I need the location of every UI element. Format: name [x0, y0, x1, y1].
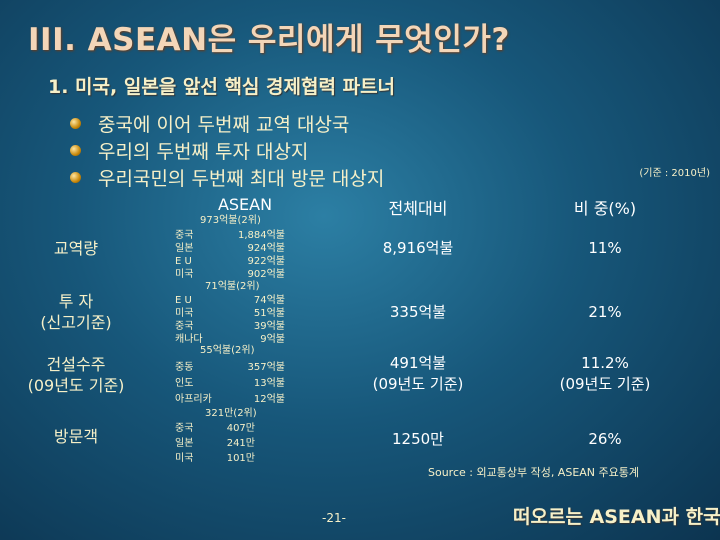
detail-value: 902억불 [247, 269, 286, 280]
share-line: 11.2% [581, 354, 629, 372]
basis-note: (기준 : 2010년) [639, 168, 710, 179]
share-construction: 11.2% (09년도 기준) [540, 353, 670, 395]
bullet-text: 우리의 두번째 투자 대상지 [98, 141, 309, 163]
bullet-dot-icon [70, 172, 81, 183]
row-label-line: (09년도 기준) [27, 376, 125, 395]
detail-row: 인도 13억불 [175, 377, 285, 393]
detail-row: 미국 51억불 [175, 307, 285, 320]
detail-row: 중국 407만 [175, 422, 255, 437]
detail-value: 13억불 [253, 378, 285, 389]
detail-country: 미국 [175, 308, 194, 319]
detail-row: E U 74억불 [175, 294, 285, 307]
detail-row: E U 922억불 [175, 255, 285, 268]
row-label-visitors: 방문객 [12, 426, 140, 447]
detail-country: 미국 [175, 269, 194, 280]
section-subtitle: 1. 미국, 일본을 앞선 핵심 경제협력 파트너 [48, 76, 396, 98]
total-visitors: 1250만 [392, 430, 444, 448]
header-total: 전체대비 [388, 199, 448, 218]
row-label-line: 방문객 [53, 427, 99, 446]
detail-value: 241만 [226, 438, 255, 449]
details-construction: 중동 357억불 인도 13억불 아프리카 12억불 [175, 361, 285, 409]
detail-value: 922억불 [247, 256, 286, 267]
bullet-item: 중국에 이어 두번째 교역 대상국 [70, 110, 384, 137]
header-asean: ASEAN [217, 195, 273, 214]
detail-row: 일본 241만 [175, 437, 255, 452]
detail-country: E U [175, 295, 192, 306]
bullet-text: 우리국민의 두번째 최대 방문 대상지 [98, 168, 385, 190]
asean-value-construction: 55억불(2위) [200, 345, 255, 356]
bullet-text: 중국에 이어 두번째 교역 대상국 [98, 114, 350, 136]
share-trade: 11% [588, 239, 622, 257]
detail-row: 일본 924억불 [175, 242, 285, 255]
row-label-investment: 투 자 (신고기준) [12, 291, 140, 333]
detail-country: E U [175, 256, 192, 267]
detail-country: 중국 [175, 321, 194, 332]
detail-country: 미국 [175, 453, 194, 464]
details-investment: E U 74억불 미국 51억불 중국 39억불 캐나다 9억불 [175, 294, 285, 346]
detail-row: 중동 357억불 [175, 361, 285, 377]
bullet-item: 우리의 두번째 투자 대상지 [70, 137, 384, 164]
details-trade: 중국 1,884억불 일본 924억불 E U 922억불 미국 902억불 [175, 229, 285, 281]
detail-row: 아프리카 12억불 [175, 393, 285, 409]
total-trade: 8,916억불 [382, 239, 454, 257]
detail-country: 인도 [175, 378, 194, 389]
share-investment: 21% [588, 303, 622, 321]
row-label-line: (신고기준) [40, 313, 112, 332]
row-label-line: 건설수주 [46, 355, 106, 374]
detail-row: 미국 101만 [175, 452, 255, 467]
total-line: (09년도 기준) [372, 375, 464, 393]
detail-value: 407만 [226, 423, 255, 434]
row-label-line: 교역량 [53, 239, 99, 258]
share-line: (09년도 기준) [559, 375, 651, 393]
bullet-list: 중국에 이어 두번째 교역 대상국 우리의 두번째 투자 대상지 우리국민의 두… [70, 110, 384, 191]
detail-value: 9억불 [260, 334, 285, 345]
detail-value: 357억불 [247, 362, 286, 373]
detail-value: 924억불 [247, 243, 286, 254]
detail-country: 중동 [175, 362, 194, 373]
detail-value: 39억불 [253, 321, 285, 332]
detail-country: 아프리카 [175, 394, 212, 405]
total-construction: 491억불 (09년도 기준) [318, 353, 518, 395]
details-visitors: 중국 407만 일본 241만 미국 101만 [175, 422, 255, 467]
detail-value: 74억불 [253, 295, 285, 306]
footer-title: 떠오르는 ASEAN과 한국 [513, 506, 720, 528]
bullet-item: 우리국민의 두번째 최대 방문 대상지 [70, 164, 384, 191]
row-label-construction: 건설수주 (09년도 기준) [6, 354, 146, 396]
row-label-line: 투 자 [58, 292, 94, 311]
share-visitors: 26% [588, 430, 622, 448]
detail-country: 일본 [175, 243, 194, 254]
detail-row: 미국 902억불 [175, 268, 285, 281]
asean-value-investment: 71억불(2위) [205, 281, 260, 292]
detail-row: 중국 1,884억불 [175, 229, 285, 242]
detail-value: 101만 [226, 453, 255, 464]
bullet-dot-icon [70, 145, 81, 156]
detail-row: 중국 39억불 [175, 320, 285, 333]
detail-row: 캐나다 9억불 [175, 333, 285, 346]
detail-country: 캐나다 [175, 334, 203, 345]
slide-title: III. ASEAN은 우리에게 무엇인가? [28, 22, 510, 58]
header-share: 비 중(%) [573, 199, 637, 218]
bullet-dot-icon [70, 118, 81, 129]
row-label-trade: 교역량 [12, 238, 140, 259]
detail-value: 1,884억불 [237, 230, 285, 241]
detail-country: 중국 [175, 230, 194, 241]
total-line: 491억불 [389, 354, 447, 372]
asean-value-trade: 973억불(2위) [200, 215, 261, 226]
detail-country: 중국 [175, 423, 194, 434]
asean-value-visitors: 321만(2위) [205, 408, 257, 419]
page-number: -21- [322, 511, 346, 525]
detail-country: 일본 [175, 438, 194, 449]
source-note: Source : 외교통상부 작성, ASEAN 주요통계 [428, 466, 639, 479]
detail-value: 51억불 [253, 308, 285, 319]
total-investment: 335억불 [389, 303, 447, 321]
detail-value: 12억불 [253, 394, 285, 405]
